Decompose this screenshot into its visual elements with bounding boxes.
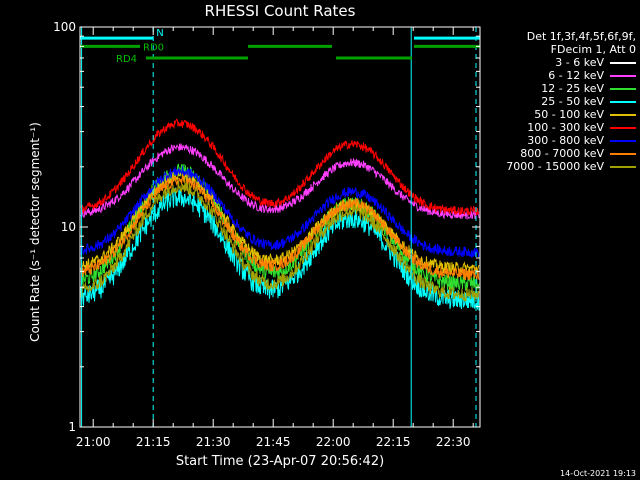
legend-entry-label: 50 - 100 keV: [534, 108, 604, 121]
flag-label-RD0: RD0: [143, 42, 164, 53]
x-tick-label: 22:15: [376, 435, 411, 449]
x-tick-label: 21:15: [136, 435, 171, 449]
legend-entry: 6 - 12 keV: [486, 69, 636, 82]
x-tick-label: 21:00: [76, 435, 111, 449]
legend-entry: 12 - 25 keV: [486, 82, 636, 95]
legend-entry-label: 3 - 6 keV: [555, 56, 604, 69]
legend-entry-label: 100 - 300 keV: [527, 121, 604, 134]
legend-entry: 50 - 100 keV: [486, 108, 636, 121]
timestamp: 14-Oct-2021 19:13: [560, 469, 636, 478]
legend-entry-label: 12 - 25 keV: [541, 82, 604, 95]
legend-swatch: [610, 61, 636, 64]
series-line-7: [80, 166, 480, 259]
series-line-4: [80, 186, 480, 311]
legend-entry-label: 25 - 50 keV: [541, 95, 604, 108]
legend-entry-label: 800 - 7000 keV: [520, 147, 604, 160]
legend-header-line-2: FDecim 1, Att 0: [550, 43, 636, 56]
series-line-9: [80, 180, 480, 302]
series-line-6: [80, 118, 480, 216]
legend-swatch: [610, 165, 636, 168]
series-line-8: [80, 175, 480, 281]
x-axis-label: Start Time (23-Apr-07 20:56:42): [175, 454, 385, 469]
legend-entry: 7000 - 15000 keV: [486, 160, 636, 173]
legend-header-line-1: Det 1f,3f,4f,5f,6f,9f,: [526, 30, 636, 43]
legend-entry-label: 6 - 12 keV: [548, 69, 604, 82]
legend-entry-label: 300 - 800 keV: [527, 134, 604, 147]
y-tick-label: 10: [61, 220, 76, 234]
legend-entry: 300 - 800 keV: [486, 134, 636, 147]
chart-title: RHESSI Count Rates: [204, 2, 356, 20]
y-axis-label: Count Rate (s⁻¹ detector segment⁻¹): [28, 122, 42, 342]
legend-swatch: [610, 152, 636, 155]
x-tick-label: 21:30: [196, 435, 231, 449]
y-tick-label: 1: [68, 420, 76, 434]
y-tick-label: 100: [53, 20, 76, 34]
legend-swatch: [610, 113, 636, 116]
legend-entry: 800 - 7000 keV: [486, 147, 636, 160]
legend-entry: 25 - 50 keV: [486, 95, 636, 108]
legend-swatch: [610, 87, 636, 90]
series-line-2: [80, 143, 480, 220]
legend: Det 1f,3f,4f,5f,6f,9f, FDecim 1, Att 0 3…: [486, 30, 636, 173]
legend-swatch: [610, 100, 636, 103]
x-tick-label: 21:45: [256, 435, 291, 449]
x-tick-label: 22:00: [316, 435, 351, 449]
legend-swatch: [610, 74, 636, 77]
legend-entry: 3 - 6 keV: [486, 56, 636, 69]
legend-entry: 100 - 300 keV: [486, 121, 636, 134]
x-tick-label: 22:30: [436, 435, 471, 449]
legend-swatch: [610, 126, 636, 129]
flag-label-N: N: [156, 28, 163, 39]
legend-entry-label: 7000 - 15000 keV: [506, 160, 604, 173]
legend-swatch: [610, 139, 636, 142]
flag-label-RD4: RD4: [116, 54, 137, 65]
